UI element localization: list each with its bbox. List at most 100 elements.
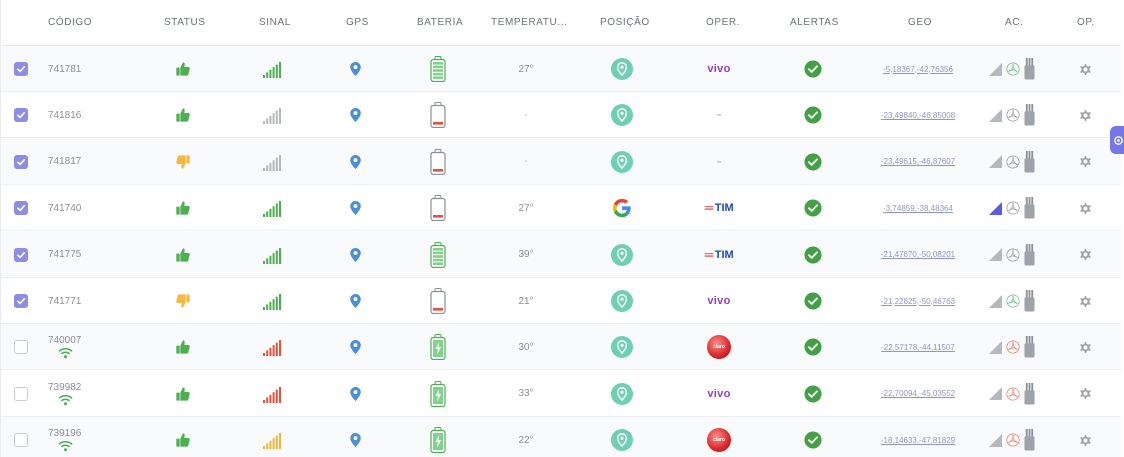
map-pin-bubble-icon[interactable] [611, 429, 633, 452]
table-row[interactable]: 739982 33° vivo -22,70094,-45,03552 [1, 371, 1121, 417]
header-posicao[interactable]: POSIÇÃO [600, 17, 650, 28]
check-circle-icon[interactable] [804, 385, 822, 403]
table-row[interactable]: 741816 - - -23,49840,-46,85008 [1, 92, 1121, 139]
check-circle-icon[interactable] [804, 431, 822, 449]
code-cell: 741771 [48, 278, 128, 324]
row-select-cell [14, 185, 28, 231]
google-icon[interactable] [611, 197, 633, 219]
row-checkbox[interactable] [14, 108, 28, 123]
table-row[interactable]: 739196 22° claro -18,14633,-47,81829 [1, 417, 1121, 457]
header-bateria[interactable]: BATERIA [417, 17, 464, 28]
settings-side-tab[interactable] [1110, 126, 1124, 154]
header-alertas[interactable]: ALERTAS [790, 17, 839, 28]
geo-link[interactable]: -22,70094,-45,03552 [880, 389, 956, 399]
table-row[interactable]: 740007 30° claro -22,57178,-44,11507 [1, 324, 1121, 371]
table-row[interactable]: 741817 - - -23,49615,-46,87607 [1, 138, 1121, 185]
gear-icon[interactable] [1078, 247, 1093, 262]
check-circle-icon[interactable] [804, 338, 822, 356]
alert-cell [793, 324, 833, 370]
check-circle-icon[interactable] [804, 60, 822, 78]
gear-icon[interactable] [1078, 386, 1093, 401]
location-pin-icon[interactable] [349, 247, 361, 262]
geo-cell: -3,74859,-38,48364 [863, 185, 973, 231]
row-select-cell [14, 46, 28, 92]
gps-cell [335, 417, 375, 457]
table-row[interactable]: 741771 21° vivo -21,22825,-50,46763 [1, 278, 1121, 324]
row-checkbox[interactable] [14, 386, 28, 401]
header-ac[interactable]: AC. [1005, 17, 1024, 28]
location-pin-icon[interactable] [349, 386, 361, 401]
alert-cell [793, 139, 833, 185]
map-pin-bubble-icon[interactable] [611, 382, 633, 405]
header-codigo[interactable]: CÓDIGO [48, 17, 93, 28]
header-geo[interactable]: GEO [908, 17, 933, 28]
device-code[interactable]: 741771 [48, 295, 82, 307]
device-code[interactable]: 739982 [48, 381, 82, 393]
device-code[interactable]: 741775 [48, 249, 82, 261]
table-row[interactable]: 741775 39° ≡≡ TIM -21,47670,-50,08201 [1, 231, 1121, 278]
gear-icon[interactable] [1078, 340, 1093, 355]
location-pin-icon[interactable] [349, 108, 361, 123]
gear-icon[interactable] [1078, 108, 1093, 123]
device-code[interactable]: 741740 [48, 202, 82, 214]
gear-icon[interactable] [1078, 62, 1093, 77]
temperature-cell: - [496, 139, 556, 185]
signal-cell [253, 417, 293, 457]
device-code[interactable]: 741781 [48, 63, 82, 75]
signal-cell [253, 92, 293, 138]
header-temperatura[interactable]: TEMPERATU... [491, 17, 568, 28]
map-pin-bubble-icon[interactable] [611, 290, 633, 312]
row-checkbox[interactable] [14, 154, 28, 169]
check-circle-icon[interactable] [804, 153, 822, 171]
device-code[interactable]: 741816 [48, 109, 82, 121]
row-checkbox[interactable] [14, 294, 28, 308]
geo-link[interactable]: -21,22825,-50,46763 [880, 296, 956, 306]
geo-link[interactable]: -23,49840,-46,85008 [880, 110, 956, 120]
table-row[interactable]: 741740 27° ≡≡ TIM -3,74859,-38,48364 [1, 185, 1121, 232]
geo-link[interactable]: -22,57178,-44,11507 [881, 342, 955, 352]
geo-link[interactable]: -21,47670,-50,08201 [880, 250, 956, 260]
map-pin-bubble-icon[interactable] [611, 243, 633, 266]
row-select-cell [14, 417, 28, 457]
device-code[interactable]: 741817 [48, 156, 82, 168]
location-pin-icon[interactable] [349, 433, 361, 448]
row-checkbox[interactable] [14, 247, 28, 262]
row-checkbox[interactable] [14, 201, 28, 216]
geo-link[interactable]: -3,74859,-38,48364 [883, 203, 953, 213]
table-row[interactable]: 741781 27° vivo -5,18367,-42,76356 [1, 46, 1121, 92]
options-cell [1069, 46, 1101, 92]
gear-icon[interactable] [1078, 294, 1093, 309]
row-checkbox[interactable] [14, 433, 28, 448]
map-pin-bubble-icon[interactable] [611, 150, 633, 173]
row-checkbox[interactable] [14, 62, 28, 76]
gear-icon[interactable] [1078, 201, 1093, 216]
header-sinal[interactable]: SINAL [259, 17, 291, 28]
gear-icon [1114, 135, 1123, 145]
location-pin-icon[interactable] [349, 62, 361, 76]
check-circle-icon[interactable] [804, 199, 822, 217]
gear-icon[interactable] [1078, 154, 1093, 169]
map-pin-bubble-icon[interactable] [611, 58, 633, 80]
device-code[interactable]: 739196 [48, 428, 82, 440]
check-circle-icon[interactable] [804, 246, 822, 264]
location-pin-icon[interactable] [349, 294, 361, 308]
check-circle-icon[interactable] [804, 106, 822, 124]
options-cell [1069, 185, 1101, 231]
header-op[interactable]: OP. [1077, 17, 1095, 28]
map-pin-bubble-icon[interactable] [611, 104, 633, 127]
geo-link[interactable]: -23,49615,-46,87607 [880, 157, 956, 167]
location-pin-icon[interactable] [349, 340, 361, 355]
header-gps[interactable]: GPS [346, 17, 369, 28]
device-code[interactable]: 740007 [48, 335, 82, 347]
gps-cell [335, 92, 375, 138]
location-pin-icon[interactable] [349, 201, 361, 216]
geo-link[interactable]: -18,14633,-47,81829 [880, 435, 956, 445]
map-pin-bubble-icon[interactable] [611, 336, 633, 359]
gear-icon[interactable] [1078, 433, 1093, 448]
check-circle-icon[interactable] [804, 292, 822, 310]
geo-link[interactable]: -5,18367,-42,76356 [883, 64, 953, 74]
location-pin-icon[interactable] [349, 154, 361, 169]
header-oper[interactable]: OPER. [706, 17, 741, 28]
row-checkbox[interactable] [14, 340, 28, 355]
header-status[interactable]: STATUS [164, 17, 206, 28]
